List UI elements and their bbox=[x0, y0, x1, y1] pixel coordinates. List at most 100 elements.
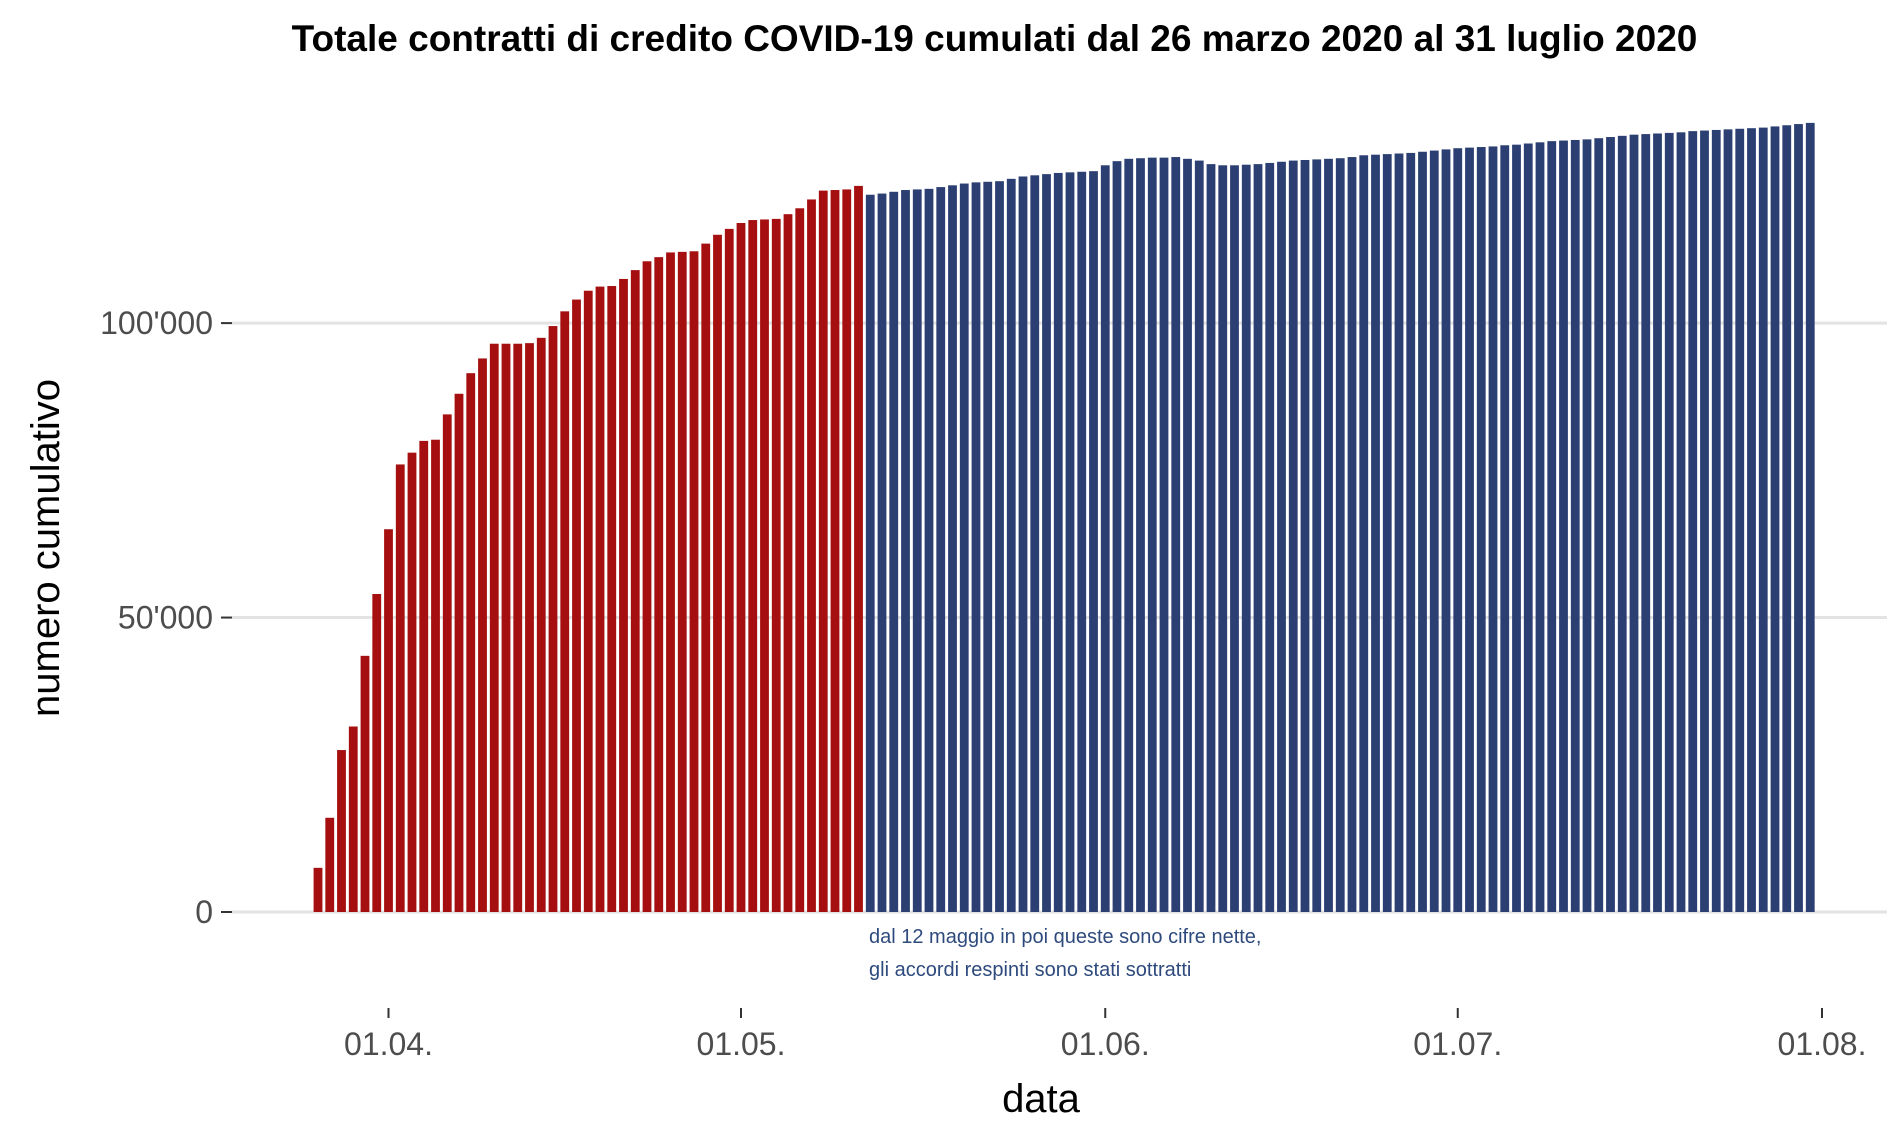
bar bbox=[760, 219, 769, 912]
bar bbox=[501, 343, 511, 912]
chart-title: Totale contratti di credito COVID-19 cum… bbox=[291, 18, 1698, 59]
bar bbox=[525, 343, 534, 913]
bar bbox=[560, 311, 570, 912]
bar bbox=[572, 299, 581, 912]
bar bbox=[348, 726, 358, 912]
bar bbox=[971, 182, 981, 912]
bar bbox=[1065, 172, 1075, 912]
bar bbox=[1406, 152, 1416, 912]
bar bbox=[1288, 160, 1298, 913]
bar bbox=[337, 750, 346, 912]
bar bbox=[360, 655, 370, 912]
bar bbox=[1441, 149, 1451, 912]
bar bbox=[948, 185, 957, 913]
bar bbox=[1559, 140, 1568, 913]
bar bbox=[1700, 130, 1709, 913]
bar bbox=[536, 337, 546, 912]
bar bbox=[1512, 144, 1521, 912]
bar bbox=[1100, 165, 1110, 913]
bar bbox=[736, 223, 746, 912]
y-axis-ticks: 0 50'000 100'000 bbox=[100, 305, 232, 930]
bar bbox=[1053, 172, 1063, 912]
bars bbox=[313, 122, 1815, 913]
bar bbox=[724, 228, 734, 912]
bar bbox=[1265, 162, 1275, 912]
x-axis-title: data bbox=[1002, 1077, 1081, 1121]
bar bbox=[1429, 150, 1439, 913]
bar bbox=[783, 214, 793, 912]
bar bbox=[1488, 146, 1498, 912]
bar bbox=[1382, 154, 1392, 913]
bar bbox=[1641, 134, 1651, 913]
bar bbox=[995, 181, 1004, 912]
bar bbox=[1241, 164, 1251, 912]
bar bbox=[877, 193, 887, 913]
bar bbox=[1723, 129, 1733, 912]
bar bbox=[1206, 164, 1216, 913]
bar bbox=[1617, 135, 1627, 912]
x-axis-ticks: 01.04. 01.05. 01.06. 01.07. 01.08. bbox=[344, 1008, 1866, 1062]
bar bbox=[1347, 157, 1357, 913]
bar bbox=[795, 208, 805, 912]
bar bbox=[771, 218, 781, 912]
bar bbox=[1770, 126, 1780, 912]
bar bbox=[325, 817, 335, 912]
bar bbox=[1758, 127, 1768, 913]
bar bbox=[1159, 157, 1169, 913]
bar bbox=[630, 270, 640, 913]
y-axis-title: numero cumulativo bbox=[24, 379, 68, 717]
bar bbox=[842, 189, 852, 912]
bar bbox=[1089, 171, 1098, 912]
bar bbox=[395, 464, 405, 912]
bar bbox=[583, 290, 593, 912]
bar bbox=[983, 181, 993, 912]
bar bbox=[595, 286, 605, 913]
bar bbox=[478, 358, 487, 912]
bar bbox=[854, 185, 863, 912]
bar bbox=[1042, 174, 1051, 913]
bar bbox=[372, 594, 382, 912]
bar bbox=[407, 452, 417, 912]
bar bbox=[1629, 134, 1639, 912]
bar bbox=[1171, 157, 1181, 913]
bar bbox=[1570, 139, 1580, 912]
bar bbox=[489, 343, 499, 912]
bar bbox=[713, 234, 722, 912]
bar bbox=[1535, 142, 1545, 913]
bar bbox=[818, 190, 828, 913]
bar bbox=[466, 373, 476, 913]
bar bbox=[1664, 132, 1674, 912]
bar bbox=[666, 252, 675, 912]
bar bbox=[1324, 158, 1333, 913]
bar bbox=[1523, 143, 1533, 912]
bar bbox=[1606, 137, 1615, 912]
bar bbox=[924, 188, 934, 912]
bar bbox=[1453, 148, 1463, 912]
bar bbox=[1747, 128, 1756, 912]
bar bbox=[701, 243, 711, 913]
bar bbox=[889, 191, 899, 913]
bar bbox=[431, 439, 440, 912]
bar bbox=[384, 529, 393, 912]
x-tick-label: 01.07. bbox=[1413, 1026, 1502, 1062]
x-tick-label: 01.05. bbox=[697, 1026, 786, 1062]
bar bbox=[1183, 158, 1192, 913]
bar bbox=[1794, 124, 1803, 913]
bar bbox=[1418, 151, 1427, 912]
y-tick-label: 100'000 bbox=[100, 305, 213, 341]
bar bbox=[1653, 133, 1662, 912]
bar bbox=[1030, 175, 1040, 913]
bar bbox=[689, 251, 699, 912]
bar bbox=[548, 326, 558, 912]
bar bbox=[1253, 164, 1263, 913]
annotation: dal 12 maggio in poi queste sono cifre n… bbox=[869, 926, 1261, 981]
bar bbox=[1582, 139, 1592, 912]
bar bbox=[1500, 145, 1510, 912]
bar bbox=[442, 414, 452, 912]
bar bbox=[1735, 128, 1745, 912]
x-tick-label: 01.08. bbox=[1778, 1026, 1867, 1062]
bar bbox=[1312, 159, 1322, 912]
bar bbox=[1594, 138, 1604, 912]
bar bbox=[642, 261, 652, 912]
